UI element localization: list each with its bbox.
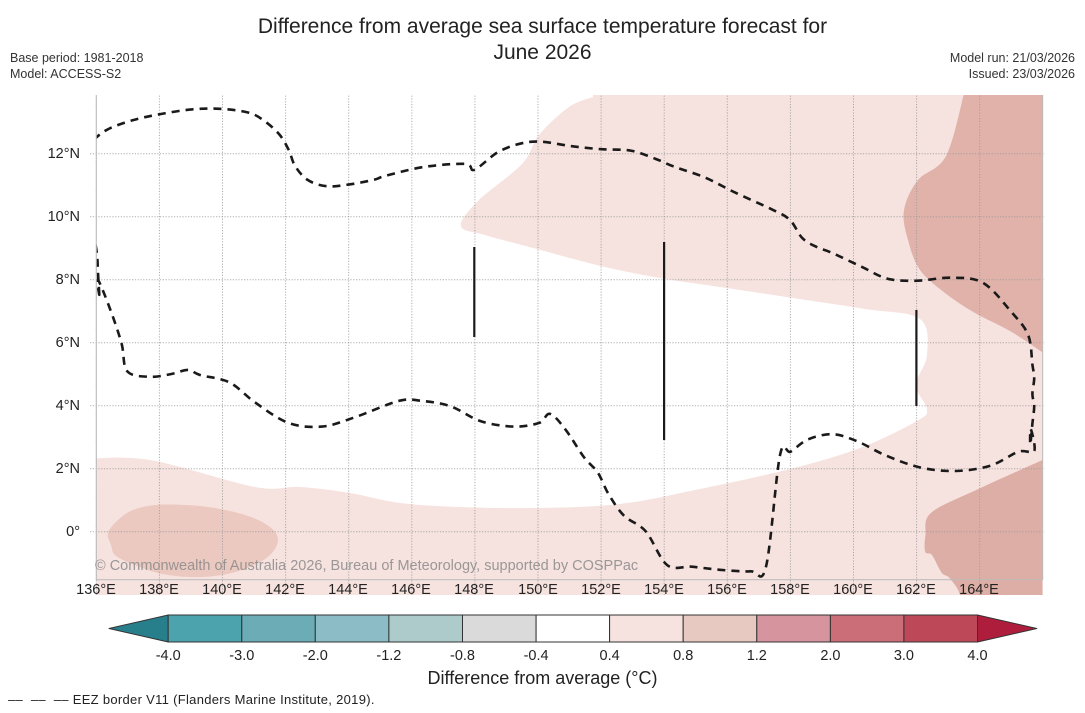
svg-text:3.0: 3.0 <box>894 648 914 664</box>
svg-text:0.4: 0.4 <box>600 648 620 664</box>
svg-text:2.0: 2.0 <box>820 648 840 664</box>
svg-text:-0.8: -0.8 <box>450 648 475 664</box>
svg-text:-4.0: -4.0 <box>156 648 181 664</box>
svg-text:-0.4: -0.4 <box>524 648 549 664</box>
svg-text:0.8: 0.8 <box>673 648 693 664</box>
svg-text:-2.0: -2.0 <box>303 648 328 664</box>
svg-text:-3.0: -3.0 <box>229 648 254 664</box>
svg-text:4.0: 4.0 <box>967 648 987 664</box>
svg-text:-1.2: -1.2 <box>376 648 401 664</box>
svg-text:1.2: 1.2 <box>747 648 767 664</box>
